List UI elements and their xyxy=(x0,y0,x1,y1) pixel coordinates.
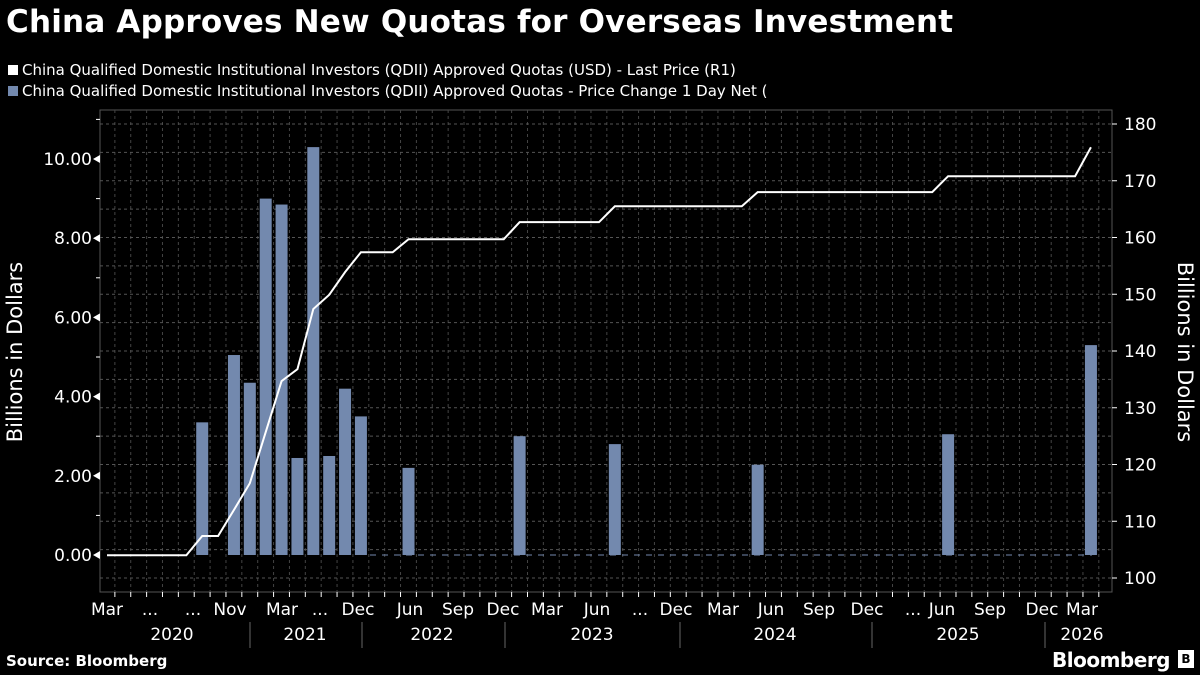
x-tick-label: Jun xyxy=(928,600,956,620)
y-left-tick-label: 4.00 xyxy=(54,388,92,408)
x-tick-label: ... xyxy=(312,600,328,620)
x-tick-label: Jun xyxy=(396,600,424,620)
y-left-tick-marker xyxy=(93,392,100,401)
y-left-tick-label: 2.00 xyxy=(54,467,92,487)
y-left-tick-label: 8.00 xyxy=(54,229,92,249)
y-left-tick-label: 0.00 xyxy=(54,546,92,566)
x-year-label: 2024 xyxy=(753,625,796,645)
y-left-tick-label: 10.00 xyxy=(43,150,92,170)
y-right-tick-label: 130 xyxy=(1124,399,1156,419)
x-tick-label: Jun xyxy=(757,600,785,620)
x-tick-label: Dec xyxy=(660,600,693,620)
y-right-axis-title: Billions in Dollars xyxy=(1173,262,1197,442)
x-tick-label: Dec xyxy=(851,600,884,620)
bar xyxy=(323,456,336,555)
x-tick-label: Mar xyxy=(1066,600,1098,620)
bar xyxy=(307,147,320,555)
x-tick-label: ... xyxy=(632,600,648,620)
y-left-tick-marker xyxy=(93,234,100,243)
legend-label: China Qualified Domestic Institutional I… xyxy=(22,82,768,100)
bar xyxy=(608,444,621,555)
y-right-tick-label: 180 xyxy=(1124,115,1156,135)
y-left-tick-marker xyxy=(93,155,100,163)
y-right-tick-label: 100 xyxy=(1124,569,1156,589)
x-tick-label: Sep xyxy=(974,600,1006,620)
x-tick-label: Mar xyxy=(91,600,123,620)
y-right-tick-label: 110 xyxy=(1124,512,1156,532)
bar xyxy=(275,204,288,556)
bar xyxy=(227,355,240,555)
x-tick-label: ... xyxy=(185,600,201,620)
bar xyxy=(291,457,304,555)
x-tick-label: ... xyxy=(905,600,921,620)
x-tick-label: Nov xyxy=(213,600,246,620)
x-tick-label: Sep xyxy=(803,600,835,620)
legend-swatch-line xyxy=(8,65,18,75)
y-left-tick-marker xyxy=(93,471,100,480)
source-note: Source: Bloomberg xyxy=(6,652,168,670)
bar xyxy=(1084,345,1097,555)
legend-label: China Qualified Domestic Institutional I… xyxy=(22,61,736,79)
chart-title: China Approves New Quotas for Overseas I… xyxy=(6,4,954,40)
x-tick-label: Mar xyxy=(707,600,739,620)
bar xyxy=(259,198,272,555)
x-year-label: 2022 xyxy=(410,625,453,645)
bar xyxy=(196,422,209,555)
series-line xyxy=(107,146,1092,557)
y-right-tick-label: 160 xyxy=(1124,229,1156,249)
y-right-tick-label: 150 xyxy=(1124,285,1156,305)
x-tick-label: Mar xyxy=(531,600,563,620)
bloomberg-b-icon: B xyxy=(1178,650,1194,668)
x-tick-label: Jun xyxy=(583,600,611,620)
x-tick-label: ... xyxy=(142,600,158,620)
bar xyxy=(243,382,256,555)
y-right-tick-label: 170 xyxy=(1124,172,1156,192)
x-year-label: 2023 xyxy=(570,625,613,645)
bloomberg-logo: Bloomberg xyxy=(1052,648,1170,672)
y-right-tick-label: 120 xyxy=(1124,456,1156,476)
x-year-label: 2021 xyxy=(283,625,326,645)
x-tick-label: Dec xyxy=(1026,600,1059,620)
y-left-tick-marker xyxy=(93,551,100,559)
bar xyxy=(402,467,415,555)
y-left-tick-marker xyxy=(93,313,100,322)
x-tick-label: Mar xyxy=(266,600,298,620)
x-tick-label: Dec xyxy=(487,600,520,620)
bar xyxy=(339,388,352,555)
y-left-tick-label: 6.00 xyxy=(54,308,92,328)
legend-swatch-bar xyxy=(8,86,18,96)
x-year-label: 2026 xyxy=(1060,625,1103,645)
y-left-axis-title: Billions in Dollars xyxy=(3,262,27,442)
bar xyxy=(942,434,955,555)
legend-item-price-change: China Qualified Domestic Institutional I… xyxy=(8,82,768,100)
bar xyxy=(513,436,526,555)
legend-item-last-price: China Qualified Domestic Institutional I… xyxy=(8,61,736,79)
x-year-label: 2025 xyxy=(936,625,979,645)
bar xyxy=(354,416,367,555)
bar xyxy=(751,464,764,555)
y-right-tick-label: 140 xyxy=(1124,342,1156,362)
x-tick-label: Sep xyxy=(442,600,474,620)
x-tick-label: Dec xyxy=(342,600,375,620)
x-year-label: 2020 xyxy=(150,625,193,645)
